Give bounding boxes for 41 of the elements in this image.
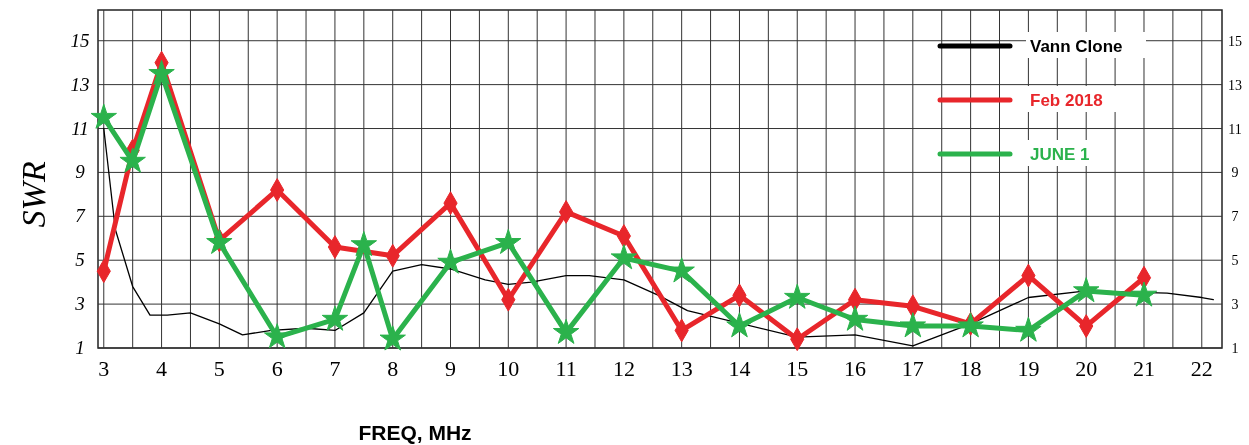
x-tick-label: 11 <box>555 356 577 381</box>
x-tick-label: 12 <box>612 356 635 381</box>
legend-label: Feb 2018 <box>1030 91 1103 110</box>
y2-tick-label: 3 <box>1231 297 1239 313</box>
x-tick-label: 3 <box>98 356 110 381</box>
x-tick-label: 18 <box>959 356 982 381</box>
x-tick-label: 4 <box>156 356 168 381</box>
y2-tick-label: 5 <box>1231 253 1239 269</box>
y-tick-label: 7 <box>75 205 87 227</box>
y2-tick-label: 13 <box>1228 77 1242 93</box>
x-tick-label: 20 <box>1075 356 1098 381</box>
legend-label: JUNE 1 <box>1030 145 1090 164</box>
x-tick-label: 13 <box>670 356 693 381</box>
x-tick-label: 5 <box>213 356 225 381</box>
y-tick-label: 3 <box>74 293 85 315</box>
y-tick-label: 11 <box>71 117 89 139</box>
y-tick-label: 9 <box>75 161 86 183</box>
y-tick-label: 5 <box>75 249 85 271</box>
x-tick-label: 14 <box>728 356 751 381</box>
y-axis-title: SWR <box>15 161 52 228</box>
x-tick-label: 6 <box>271 356 283 381</box>
x-tick-label: 9 <box>445 356 457 381</box>
y2-tick-label: 15 <box>1228 33 1242 49</box>
x-tick-label: 17 <box>901 356 924 381</box>
y2-tick-label: 7 <box>1231 209 1239 225</box>
x-tick-label: 15 <box>786 356 809 381</box>
y-tick-label: 15 <box>70 29 90 51</box>
x-tick-label: 16 <box>844 356 867 381</box>
x-tick-label: 10 <box>497 356 520 381</box>
x-axis-title: FREQ, MHz <box>358 421 472 444</box>
y-tick-label: 13 <box>70 73 90 95</box>
x-tick-label: 21 <box>1132 356 1155 381</box>
x-tick-label: 8 <box>387 356 399 381</box>
y2-tick-label: 1 <box>1231 341 1239 356</box>
x-tick-label: 22 <box>1190 356 1213 381</box>
legend-label: Vann Clone <box>1030 37 1123 56</box>
x-tick-label: 7 <box>329 356 341 381</box>
y-tick-label: 1 <box>75 337 85 358</box>
y2-tick-label: 9 <box>1231 165 1239 181</box>
y2-tick-label: 11 <box>1228 121 1242 137</box>
x-tick-label: 19 <box>1017 356 1040 381</box>
